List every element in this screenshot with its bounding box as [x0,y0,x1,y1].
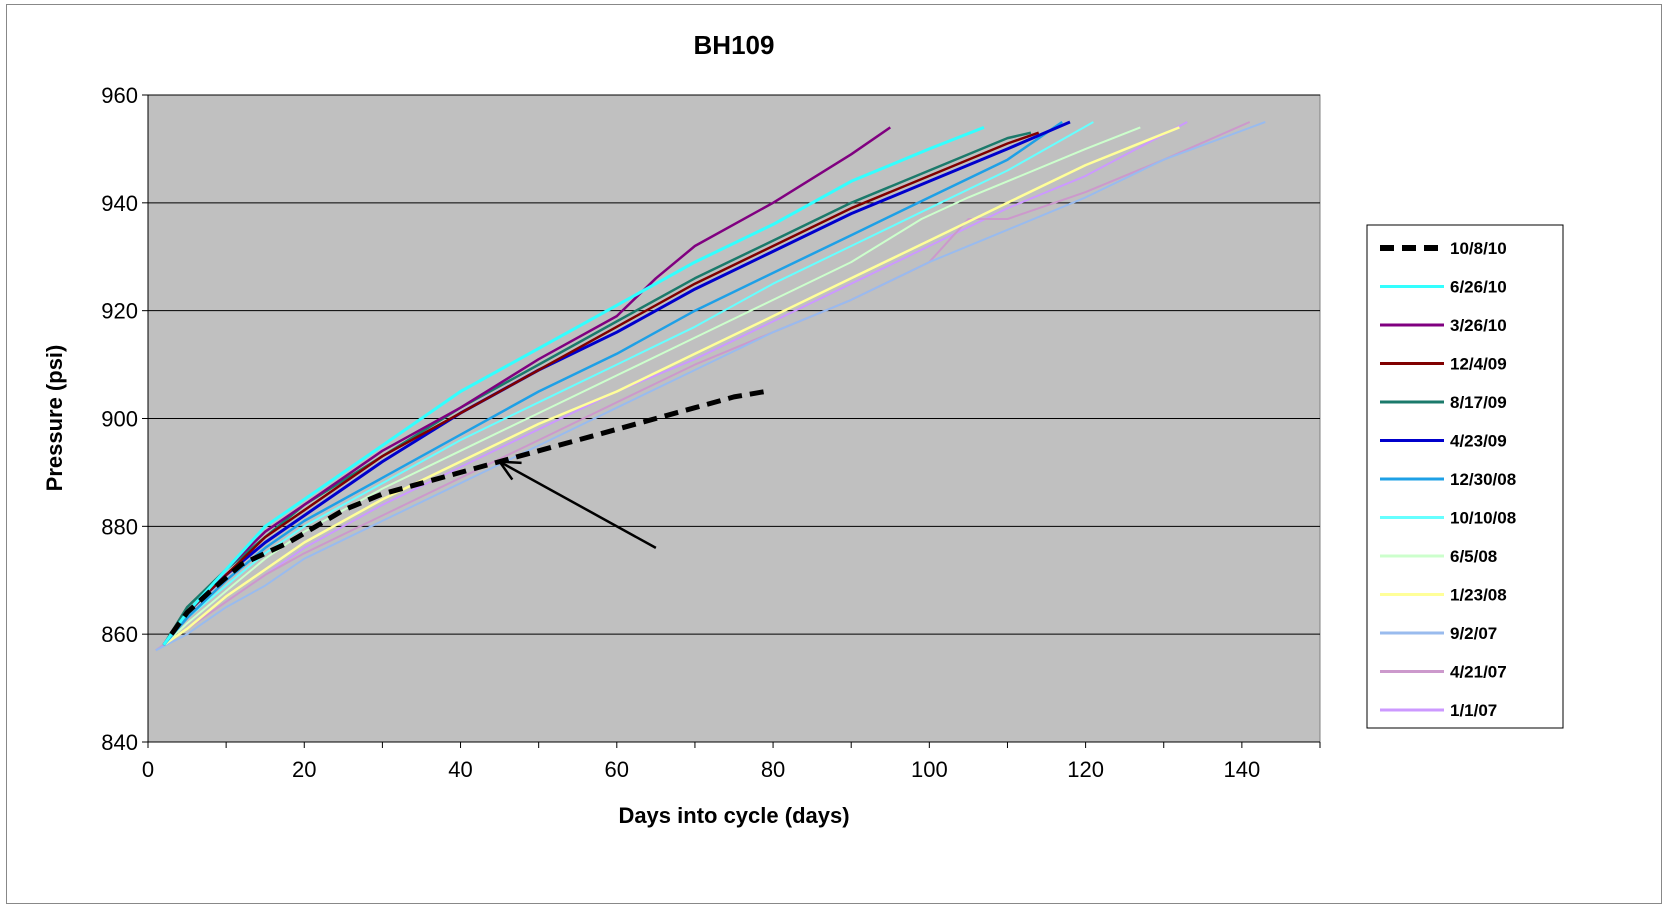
legend-label: 4/21/07 [1450,663,1507,682]
series-line [162,131,1032,646]
annotation-arrow-shaft [498,460,657,549]
x-axis-ticks: 0 20 40 60 80 100 120 140 [142,742,1321,782]
y-tick-label: 880 [101,514,138,539]
x-tick-label: 80 [761,757,785,782]
legend-label: 3/26/10 [1450,316,1507,335]
series-layer [155,120,1266,652]
x-tick-label: 20 [292,757,316,782]
legend-label: 12/4/09 [1450,355,1507,374]
legend-label: 4/23/09 [1450,432,1507,451]
y-tick-label: 860 [101,622,138,647]
x-tick-label: 60 [605,757,629,782]
legend-label: 6/5/08 [1450,547,1497,566]
y-axis-label: Pressure (psi) [42,345,67,492]
chart-title: BH109 [694,30,775,60]
y-axis-ticks: 840 860 880 900 920 940 960 [101,83,1320,755]
series-line [155,121,1251,652]
legend-label: 1/1/07 [1450,701,1497,720]
x-tick-label: 40 [448,757,472,782]
y-tick-label: 840 [101,730,138,755]
series-line [162,131,1040,646]
legend: 10/8/10 6/26/10 3/26/10 12/4/09 8/17/09 4/23/… [1380,239,1516,720]
x-tick-label: 140 [1224,757,1261,782]
x-tick-label: 120 [1067,757,1104,782]
series-line [162,121,1094,646]
series-line [155,121,1266,652]
y-tick-label: 960 [101,83,138,108]
legend-box [1366,224,1564,729]
annotation-layer [497,460,657,549]
series-line [162,126,1141,646]
legend-label: 9/2/07 [1450,624,1497,643]
y-tick-label: 920 [101,299,138,324]
y-tick-label: 940 [101,191,138,216]
y-tick-label: 900 [101,407,138,432]
legend-label: 8/17/09 [1450,393,1507,412]
series-line [162,126,985,646]
legend-label: 6/26/10 [1450,278,1507,297]
x-tick-label: 0 [142,757,154,782]
legend-label: 1/23/08 [1450,586,1507,605]
series-line [169,389,766,636]
series-line [162,126,1180,647]
x-axis-label: Days into cycle (days) [618,803,849,828]
legend-label: 10/10/08 [1450,509,1516,528]
legend-label: 10/8/10 [1450,239,1507,258]
x-tick-label: 100 [911,757,948,782]
legend-label: 12/30/08 [1450,470,1516,489]
annotation-arrow-head [497,460,522,481]
